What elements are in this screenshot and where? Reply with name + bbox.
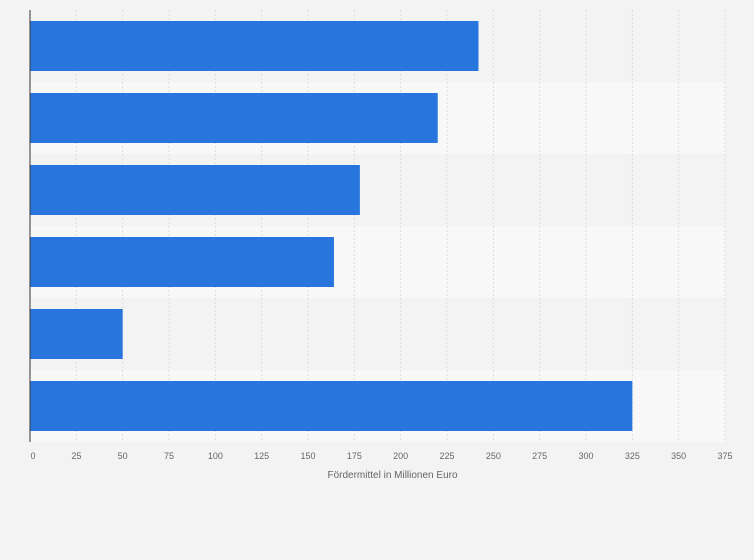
x-tick-label: 300 [578,451,593,461]
x-tick-label: 0 [30,451,35,461]
x-tick-label: 325 [625,451,640,461]
x-tick-label: 375 [717,451,732,461]
bar [30,21,479,71]
x-tick-label: 150 [300,451,315,461]
x-tick-label: 350 [671,451,686,461]
row-band [30,298,725,370]
bars [30,21,633,431]
x-tick-label: 25 [71,451,81,461]
x-tick-label: 125 [254,451,269,461]
x-tick-label: 175 [347,451,362,461]
row-bands [30,10,725,442]
x-axis-label: Fördermittel in Millionen Euro [327,470,457,481]
x-tick-label: 250 [486,451,501,461]
x-tick-label: 225 [439,451,454,461]
bar [30,93,438,143]
x-tick-label: 75 [164,451,174,461]
bar [30,309,123,359]
x-tick-label: 200 [393,451,408,461]
x-tick-label: 275 [532,451,547,461]
x-axis-ticks: 0 25 50 75 100 125 150 175 200 225 250 275 300 325 350… [30,451,732,461]
bar [30,237,334,287]
gridlines [75,10,726,442]
x-tick-label: 50 [118,451,128,461]
bar [30,381,633,431]
x-tick-label: 100 [208,451,223,461]
bar [30,165,360,215]
